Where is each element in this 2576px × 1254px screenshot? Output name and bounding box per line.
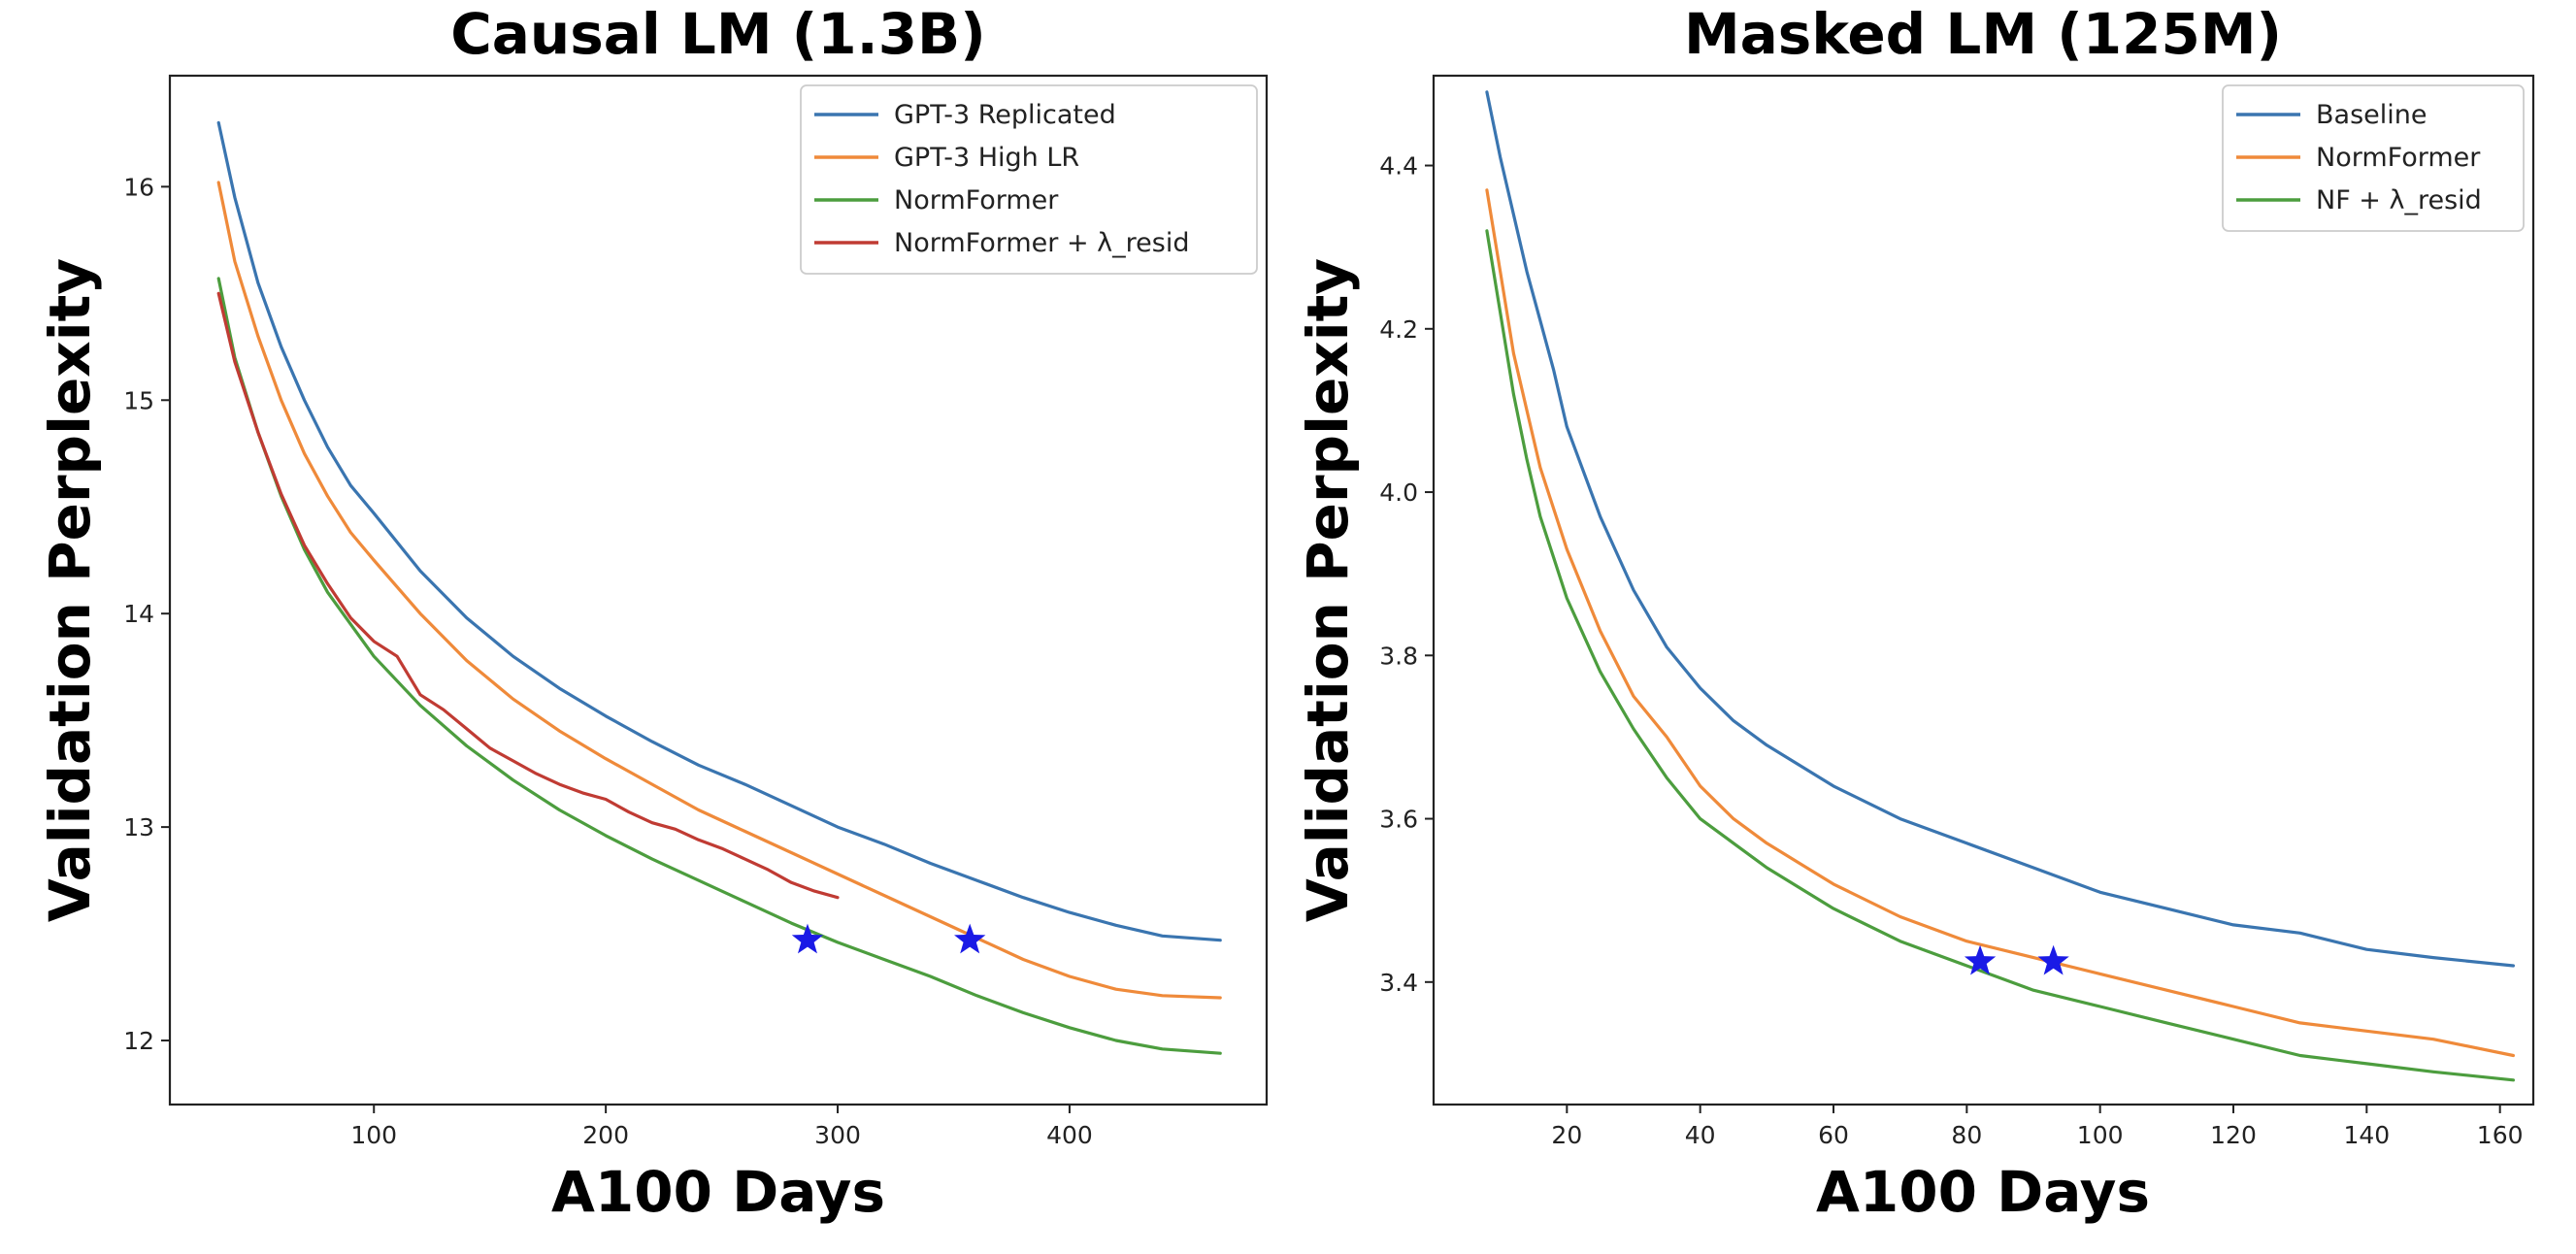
masked-lm-x-tick-label: 20 bbox=[1551, 1121, 1582, 1149]
masked-lm-series-nf-resid bbox=[1485, 229, 2515, 1082]
causal-lm-plot-frame bbox=[168, 74, 1269, 1106]
masked-lm-y-tick-label: 4.0 bbox=[1379, 478, 1418, 507]
masked-lm-y-tick-label: 4.4 bbox=[1379, 152, 1418, 181]
causal-lm-legend-label-gpt-3-replicated: GPT-3 Replicated bbox=[894, 100, 1116, 130]
masked-lm-y-tick-label: 4.2 bbox=[1379, 315, 1418, 344]
masked-lm-x-tick-label: 100 bbox=[2077, 1121, 2124, 1149]
causal-lm-legend-label-normformer: NormFormer bbox=[894, 185, 1059, 215]
causal-lm-y-tick-label: 16 bbox=[123, 173, 154, 201]
masked-lm-title: Masked LM (125M) bbox=[1684, 1, 2282, 67]
causal-lm-y-tick-label: 14 bbox=[123, 600, 154, 628]
masked-lm-series-normformer bbox=[1485, 188, 2515, 1058]
masked-lm-x-tick-label: 80 bbox=[1951, 1121, 1982, 1149]
causal-lm-series-gpt-3-high-lr bbox=[216, 181, 1222, 1000]
causal-lm-series-gpt-3-replicated bbox=[216, 120, 1222, 942]
causal-lm-x-tick-label: 100 bbox=[350, 1121, 397, 1149]
causal-lm-legend-label-normformer-resid: NormFormer + λ_resid bbox=[894, 228, 1189, 258]
masked-lm-panel: Masked LM (125M) 20 40 60 80 100 120 140 160 3.4… bbox=[1295, 1, 2535, 1225]
causal-lm-x-tick-label: 200 bbox=[582, 1121, 629, 1149]
causal-lm-legend-box bbox=[800, 84, 1258, 275]
masked-lm-legend-box bbox=[2222, 84, 2525, 232]
masked-lm-legend-label-normformer: NormFormer bbox=[2316, 143, 2481, 173]
causal-lm-y-tick-label: 12 bbox=[123, 1027, 154, 1055]
causal-lm-title: Causal LM (1.3B) bbox=[450, 1, 986, 67]
masked-lm-y-tick-label: 3.6 bbox=[1379, 806, 1418, 834]
masked-lm-star-marker-2 bbox=[2037, 944, 2069, 975]
masked-lm-x-tick-label: 160 bbox=[2477, 1121, 2524, 1149]
causal-lm-y-tick-label: 13 bbox=[123, 813, 154, 842]
causal-lm-y-axis-label: Validation Perplexity bbox=[37, 258, 103, 922]
masked-lm-plot-frame bbox=[1432, 74, 2535, 1106]
causal-lm-series-normformer bbox=[216, 277, 1222, 1055]
masked-lm-star-marker-1 bbox=[1964, 944, 1997, 975]
masked-lm-x-tick-label: 60 bbox=[1818, 1121, 1849, 1149]
masked-lm-x-tick-label: 140 bbox=[2343, 1121, 2390, 1149]
causal-lm-x-tick-label: 300 bbox=[814, 1121, 861, 1149]
causal-lm-series-normformer-resid bbox=[216, 291, 840, 900]
causal-lm-legend-label-gpt-3-high-lr: GPT-3 High LR bbox=[894, 143, 1079, 173]
masked-lm-series-baseline bbox=[1485, 90, 2515, 968]
masked-lm-legend-label-nf-resid: NF + λ_resid bbox=[2316, 185, 2482, 215]
masked-lm-x-tick-label: 120 bbox=[2210, 1121, 2257, 1149]
causal-lm-star-marker-1 bbox=[791, 923, 824, 954]
masked-lm-y-tick-label: 3.4 bbox=[1379, 969, 1418, 997]
masked-lm-legend-label-baseline: Baseline bbox=[2316, 100, 2427, 130]
masked-lm-y-tick-label: 3.8 bbox=[1379, 642, 1418, 670]
masked-lm-x-tick-label: 40 bbox=[1685, 1121, 1716, 1149]
masked-lm-x-axis-label: A100 Days bbox=[1816, 1159, 2150, 1225]
causal-lm-x-tick-label: 400 bbox=[1046, 1121, 1093, 1149]
causal-lm-legend: GPT-3 Replicated GPT-3 High LR NormFormer N… bbox=[800, 84, 1258, 275]
causal-lm-star-marker-2 bbox=[954, 923, 986, 954]
causal-lm-x-axis-label: A100 Days bbox=[551, 1159, 885, 1225]
masked-lm-y-axis-label: Validation Perplexity bbox=[1295, 258, 1361, 922]
causal-lm-y-tick-label: 15 bbox=[123, 386, 154, 414]
causal-lm-panel: Causal LM (1.3B) 100 200 300 4001213141516 … bbox=[37, 1, 1269, 1225]
masked-lm-legend: Baseline NormFormer NF + λ_resid bbox=[2222, 84, 2525, 232]
